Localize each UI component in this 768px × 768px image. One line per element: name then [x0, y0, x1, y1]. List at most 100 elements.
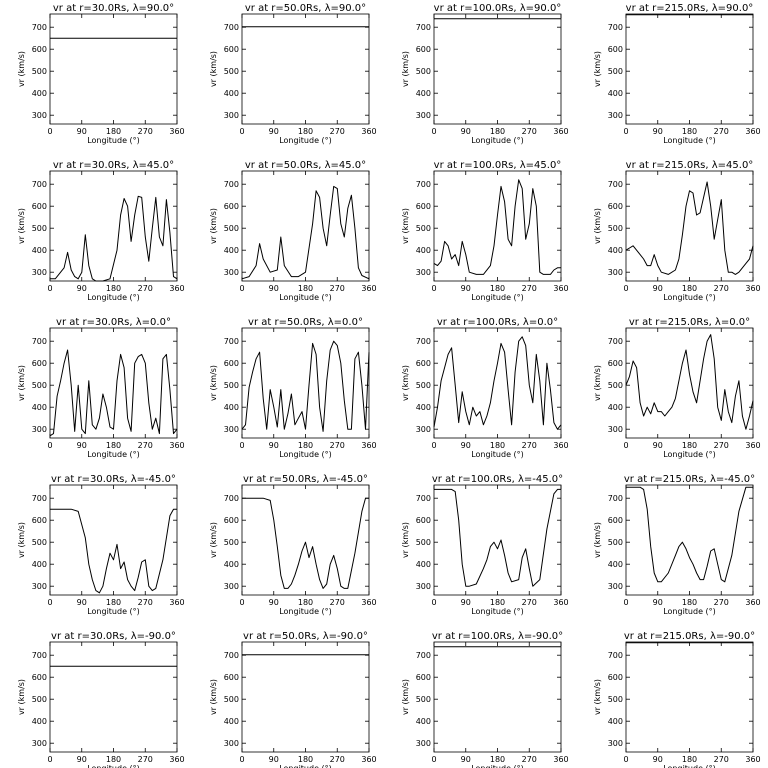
plot-frame	[625, 327, 754, 439]
plot-frame	[241, 170, 370, 282]
x-tick-label: 360	[745, 284, 760, 293]
x-tick-label: 180	[106, 755, 121, 764]
x-axis-label: Longitude (°)	[279, 764, 332, 768]
x-tick-label: 90	[77, 284, 87, 293]
x-tick-label: 90	[77, 598, 87, 607]
y-axis-label: vr (km/s)	[17, 522, 26, 558]
plot-frame	[625, 13, 754, 125]
panel-title: vr at r=100.0Rs, λ=0.0°	[437, 317, 558, 328]
plot-frame	[241, 641, 370, 753]
y-axis-label: vr (km/s)	[401, 208, 410, 244]
y-axis-label: vr (km/s)	[209, 51, 218, 87]
x-tick-label: 0	[239, 755, 244, 764]
x-tick-label: 270	[714, 441, 729, 450]
y-tick-label: 700	[416, 494, 431, 503]
x-tick-label: 360	[745, 127, 760, 136]
x-tick-label: 0	[431, 284, 436, 293]
panel-18: vr at r=50.0Rs, λ=-90.0° 0 90 180 270 360 300 4…	[209, 631, 377, 768]
x-tick-label: 360	[553, 127, 568, 136]
x-axis-label: Longitude (°)	[471, 136, 524, 145]
y-tick-label: 700	[416, 337, 431, 346]
x-axis-label: Longitude (°)	[87, 764, 140, 768]
y-tick-label: 700	[416, 180, 431, 189]
panel-2: vr at r=50.0Rs, λ=90.0° 0 90 180 270 360 300 40…	[209, 3, 377, 145]
y-tick-label: 600	[608, 45, 623, 54]
x-tick-label: 270	[714, 755, 729, 764]
x-tick-label: 360	[361, 755, 376, 764]
plot-frame	[433, 484, 562, 596]
x-tick-label: 180	[298, 127, 313, 136]
x-tick-label: 180	[490, 598, 505, 607]
y-tick-label: 500	[608, 67, 623, 76]
x-tick-label: 180	[298, 284, 313, 293]
y-tick-label: 300	[608, 425, 623, 434]
x-tick-label: 0	[623, 441, 628, 450]
x-tick-label: 270	[714, 284, 729, 293]
panel-8: vr at r=215.0Rs, λ=45.0° 0 90 180 270 360 300 4…	[593, 160, 761, 302]
x-tick-label: 90	[461, 284, 471, 293]
y-axis-label: vr (km/s)	[209, 522, 218, 558]
y-tick-label: 300	[32, 582, 47, 591]
y-tick-label: 700	[608, 651, 623, 660]
y-tick-label: 600	[224, 516, 239, 525]
x-tick-label: 270	[330, 284, 345, 293]
x-tick-label: 270	[138, 127, 153, 136]
y-axis-label: vr (km/s)	[209, 679, 218, 715]
y-tick-label: 400	[224, 560, 239, 569]
x-tick-label: 360	[553, 755, 568, 764]
y-tick-label: 500	[224, 538, 239, 547]
x-tick-label: 270	[138, 598, 153, 607]
y-tick-label: 500	[416, 695, 431, 704]
y-tick-label: 500	[224, 695, 239, 704]
y-tick-label: 300	[416, 739, 431, 748]
y-tick-label: 300	[608, 268, 623, 277]
x-axis-label: Longitude (°)	[663, 764, 716, 768]
x-tick-label: 90	[653, 284, 663, 293]
panel-title: vr at r=215.0Rs, λ=-45.0°	[624, 474, 755, 485]
y-tick-label: 400	[224, 246, 239, 255]
x-tick-label: 0	[47, 755, 52, 764]
x-axis-label: Longitude (°)	[663, 136, 716, 145]
panel-title: vr at r=215.0Rs, λ=0.0°	[629, 317, 750, 328]
y-tick-label: 600	[32, 673, 47, 682]
y-tick-label: 300	[416, 268, 431, 277]
y-tick-label: 600	[224, 202, 239, 211]
y-tick-label: 500	[32, 224, 47, 233]
y-tick-label: 400	[608, 717, 623, 726]
x-tick-label: 180	[106, 598, 121, 607]
x-axis-label: Longitude (°)	[279, 607, 332, 616]
y-tick-label: 300	[32, 739, 47, 748]
x-axis-label: Longitude (°)	[87, 450, 140, 459]
y-axis-label: vr (km/s)	[17, 208, 26, 244]
plot-frame	[625, 170, 754, 282]
y-axis-label: vr (km/s)	[209, 208, 218, 244]
y-tick-label: 700	[608, 180, 623, 189]
y-tick-label: 400	[32, 246, 47, 255]
x-tick-label: 0	[239, 441, 244, 450]
y-tick-label: 400	[224, 403, 239, 412]
x-tick-label: 360	[169, 755, 184, 764]
x-axis-label: Longitude (°)	[471, 764, 524, 768]
x-tick-label: 360	[553, 284, 568, 293]
x-tick-label: 180	[682, 598, 697, 607]
y-axis-label: vr (km/s)	[593, 679, 602, 715]
y-tick-label: 600	[32, 45, 47, 54]
y-tick-label: 700	[32, 494, 47, 503]
y-axis-label: vr (km/s)	[593, 51, 602, 87]
y-tick-label: 400	[32, 717, 47, 726]
plot-frame	[433, 641, 562, 753]
y-axis-label: vr (km/s)	[401, 522, 410, 558]
x-tick-label: 0	[623, 598, 628, 607]
x-tick-label: 90	[461, 441, 471, 450]
panel-title: vr at r=30.0Rs, λ=90.0°	[53, 3, 174, 14]
x-tick-label: 180	[298, 598, 313, 607]
x-tick-label: 0	[431, 755, 436, 764]
x-tick-label: 90	[269, 127, 279, 136]
panel-title: vr at r=50.0Rs, λ=-45.0°	[243, 474, 368, 485]
x-tick-label: 360	[169, 127, 184, 136]
x-tick-label: 180	[298, 755, 313, 764]
y-tick-label: 400	[416, 89, 431, 98]
y-tick-label: 300	[224, 582, 239, 591]
y-tick-label: 400	[32, 560, 47, 569]
